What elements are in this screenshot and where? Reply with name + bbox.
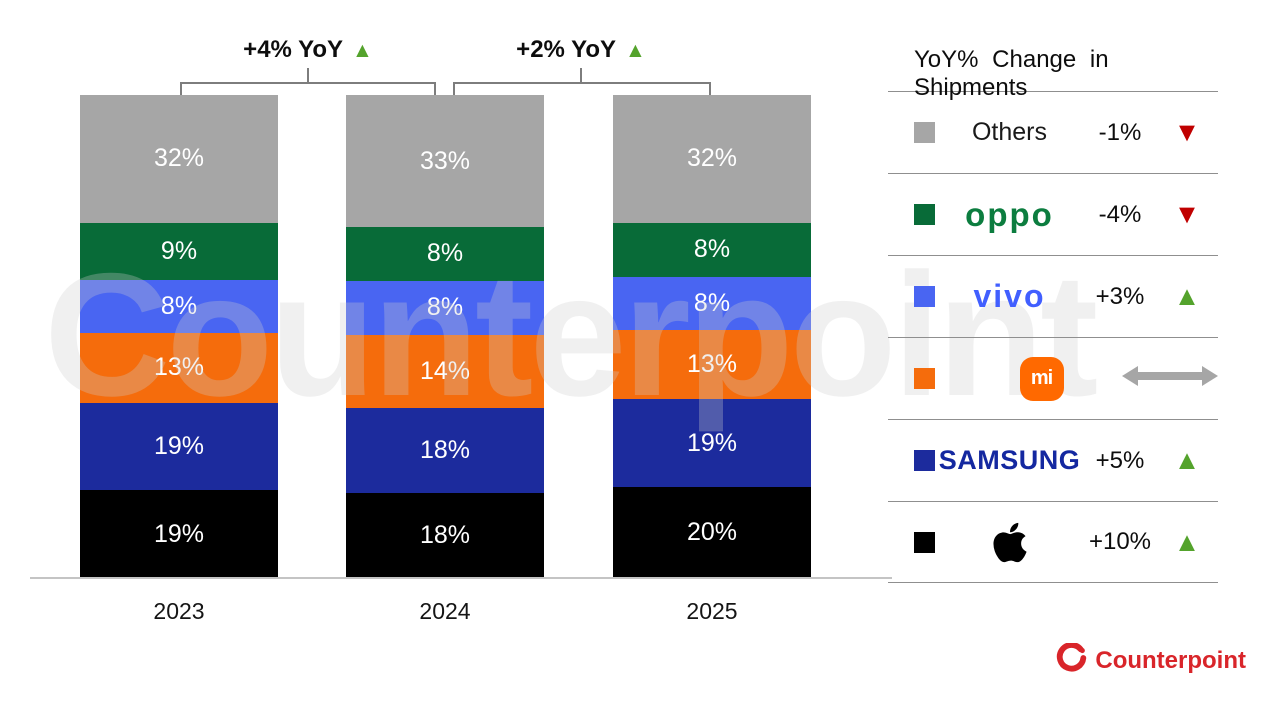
segment-value-label: 8% [426,293,464,322]
segment-value-label: 13% [153,353,205,382]
segment-value-label: 19% [153,431,205,460]
segment-oppo-2023: 9% [80,222,278,280]
up-triangle-icon: ▲ [1173,526,1201,557]
bracket-tick [580,68,582,82]
legend-title: YoY% Change in Shipments [914,46,1109,101]
x-axis-line [30,577,892,579]
bracket-2023-2024 [180,82,436,95]
counterpoint-brand: Counterpoint [1056,642,1246,679]
legend-row-samsung: SAMSUNG +5% ▲ [888,419,1218,501]
segment-value-label: 14% [419,356,471,385]
legend-row-apple: +10% ▲ [888,501,1218,583]
bracket-tick [307,68,309,82]
xiaomi-mi-logo: mi [1019,356,1064,401]
up-triangle-icon: ▲ [1173,281,1201,311]
segment-oppo-2025: 8% [613,222,811,277]
bracket-2024-2025 [453,82,711,95]
segment-value-label: 8% [426,239,464,268]
segment-oppo-2024: 8% [346,227,544,281]
oppo-yoy-value: -4% [1098,200,1142,228]
segment-others-2023: 32% [80,95,278,223]
stacked-bar-2025: 32% 8% 8% 13% 19% 20% [613,95,811,578]
legend-row-oppo: oppo -4% ▼ [888,173,1218,255]
segment-xiaomi-2025: 13% [613,330,811,400]
x-tick-2025: 2025 [686,598,738,624]
legend-row-vivo: vivo +3% ▲ [888,255,1218,337]
counterpoint-brand-text: Counterpoint [1095,647,1246,674]
others-swatch [914,122,935,143]
segment-samsung-2023: 19% [80,402,278,491]
legend-row-xiaomi: mi [888,337,1218,419]
segment-value-label: 8% [693,235,731,264]
x-tick-2024: 2024 [419,598,471,624]
vivo-swatch [914,286,935,307]
segment-value-label: 20% [686,518,738,547]
stacked-bar-2024: 33% 8% 8% 14% 18% 18% [346,95,544,579]
samsung-swatch [914,450,935,471]
segment-vivo-2025: 8% [613,276,811,331]
vivo-yoy-value: +3% [1095,282,1145,310]
segment-value-label: 9% [160,236,198,265]
segment-apple-2024: 18% [346,492,544,579]
segment-value-label: 8% [693,288,731,317]
others-label: Others [971,118,1048,146]
up-triangle-icon: ▲ [352,39,373,62]
segment-vivo-2024: 8% [346,280,544,335]
yoy-annotation-2023-2024: +4% YoY ▲ [158,36,458,64]
apple-logo-icon [935,520,1084,565]
segment-value-label: 32% [686,144,738,173]
segment-others-2024: 33% [346,95,544,227]
yoy-annotation-label: +4% YoY [243,36,344,63]
segment-others-2025: 32% [613,95,811,223]
apple-swatch [914,531,935,553]
segment-value-label: 18% [419,435,471,464]
segment-xiaomi-2024: 14% [346,334,544,408]
others-yoy-value: -1% [1098,118,1142,146]
segment-xiaomi-2023: 13% [80,333,278,403]
samsung-logo: SAMSUNG [938,445,1081,475]
flat-trend-arrow-icon [1088,363,1218,394]
oppo-logo: oppo [965,195,1054,233]
segment-value-label: 13% [686,350,738,379]
stacked-bar-2023: 32% 9% 8% 13% 19% 19% [80,95,278,578]
yoy-annotation-label: +2% YoY [516,36,617,63]
segment-apple-2023: 19% [80,490,278,578]
up-triangle-icon: ▲ [1173,445,1201,475]
segment-value-label: 33% [419,146,471,175]
counterpoint-logo-icon [1056,642,1087,679]
segment-value-label: 8% [160,292,198,321]
segment-samsung-2024: 18% [346,407,544,493]
vivo-logo: vivo [973,278,1046,314]
segment-samsung-2025: 19% [613,399,811,488]
yoy-annotation-2024-2025: +2% YoY ▲ [431,36,731,64]
samsung-yoy-value: +5% [1095,446,1145,474]
segment-vivo-2023: 8% [80,279,278,334]
segment-value-label: 18% [419,520,471,549]
legend-row-others: Others -1% ▼ [888,91,1218,173]
oppo-swatch [914,204,935,225]
segment-apple-2025: 20% [613,487,811,578]
segment-value-label: 32% [153,144,205,173]
xiaomi-swatch [914,368,935,389]
segment-value-label: 19% [153,519,205,548]
x-tick-2023: 2023 [153,598,205,624]
down-triangle-icon: ▼ [1173,117,1201,147]
legend-panel: YoY% Change in Shipments Others -1% ▼ op… [888,40,1218,583]
up-triangle-icon: ▲ [625,39,646,62]
apple-yoy-value: +10% [1088,528,1152,555]
segment-value-label: 19% [686,428,738,457]
down-triangle-icon: ▼ [1173,199,1201,229]
